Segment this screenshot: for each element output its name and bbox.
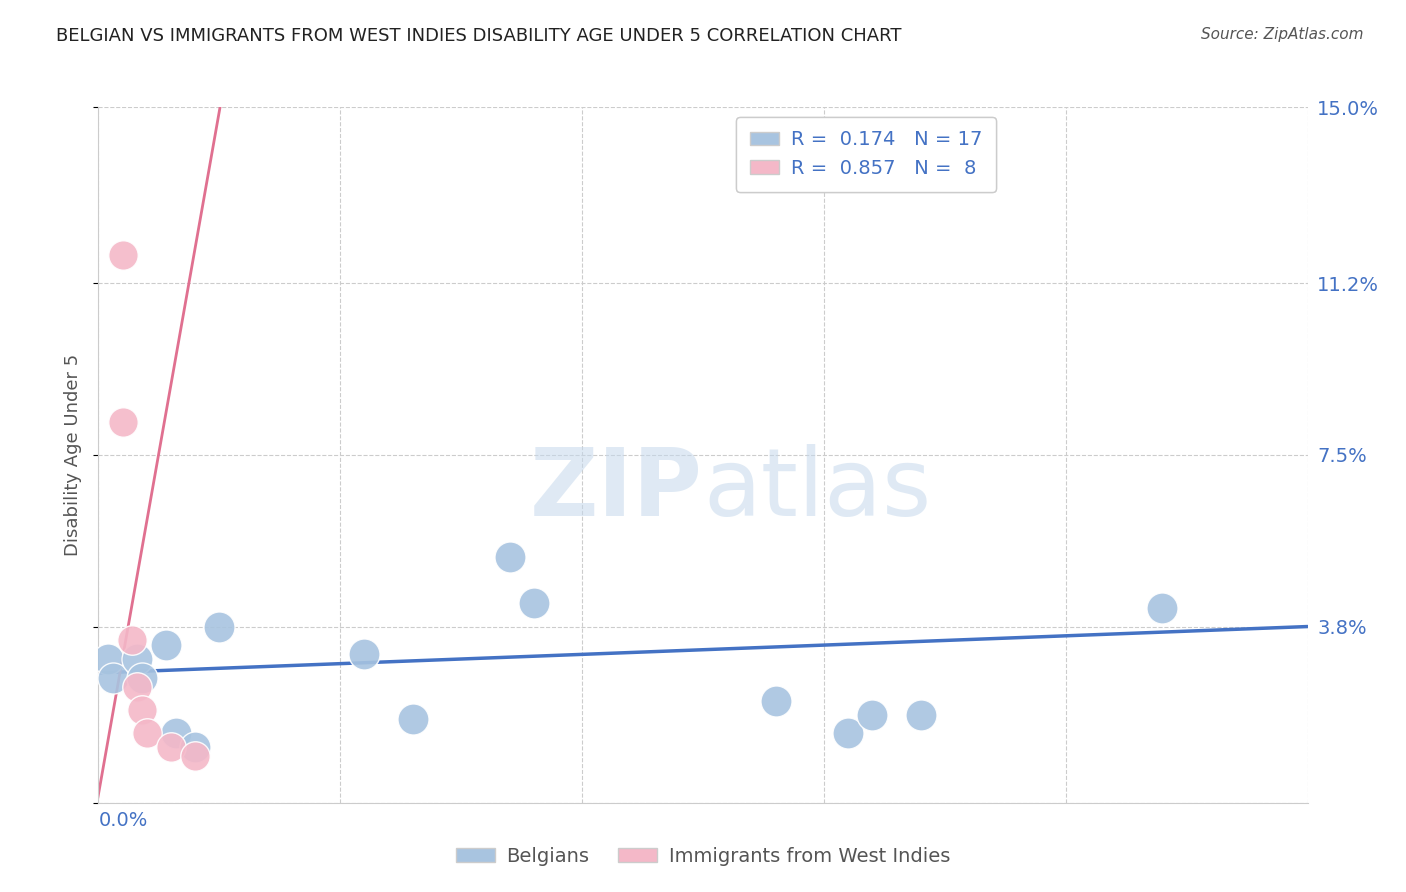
Point bbox=[111, 248, 134, 262]
Point bbox=[165, 726, 187, 740]
Legend: R =  0.174   N = 17, R =  0.857   N =  8: R = 0.174 N = 17, R = 0.857 N = 8 bbox=[737, 117, 995, 192]
Point bbox=[127, 652, 149, 666]
Point bbox=[208, 619, 231, 633]
Point bbox=[131, 703, 153, 717]
Point bbox=[184, 749, 207, 764]
Point bbox=[860, 707, 883, 722]
Point bbox=[184, 740, 207, 755]
Point bbox=[498, 549, 520, 564]
Text: 0.0%: 0.0% bbox=[98, 811, 148, 830]
Point bbox=[523, 596, 546, 610]
Point bbox=[353, 648, 375, 662]
Point bbox=[131, 671, 153, 685]
Point bbox=[1152, 601, 1174, 615]
Point bbox=[155, 638, 177, 652]
Text: Source: ZipAtlas.com: Source: ZipAtlas.com bbox=[1201, 27, 1364, 42]
Text: BELGIAN VS IMMIGRANTS FROM WEST INDIES DISABILITY AGE UNDER 5 CORRELATION CHART: BELGIAN VS IMMIGRANTS FROM WEST INDIES D… bbox=[56, 27, 901, 45]
Point bbox=[97, 652, 120, 666]
Point bbox=[837, 726, 859, 740]
Point bbox=[111, 416, 134, 430]
Point bbox=[101, 671, 124, 685]
Point bbox=[910, 707, 932, 722]
Point bbox=[765, 694, 787, 708]
Point bbox=[402, 712, 425, 726]
Point bbox=[127, 680, 149, 694]
Text: atlas: atlas bbox=[703, 443, 931, 536]
Y-axis label: Disability Age Under 5: Disability Age Under 5 bbox=[65, 354, 83, 556]
Point bbox=[121, 633, 143, 648]
Point bbox=[160, 740, 183, 755]
Text: ZIP: ZIP bbox=[530, 443, 703, 536]
Legend: Belgians, Immigrants from West Indies: Belgians, Immigrants from West Indies bbox=[449, 838, 957, 873]
Point bbox=[135, 726, 157, 740]
